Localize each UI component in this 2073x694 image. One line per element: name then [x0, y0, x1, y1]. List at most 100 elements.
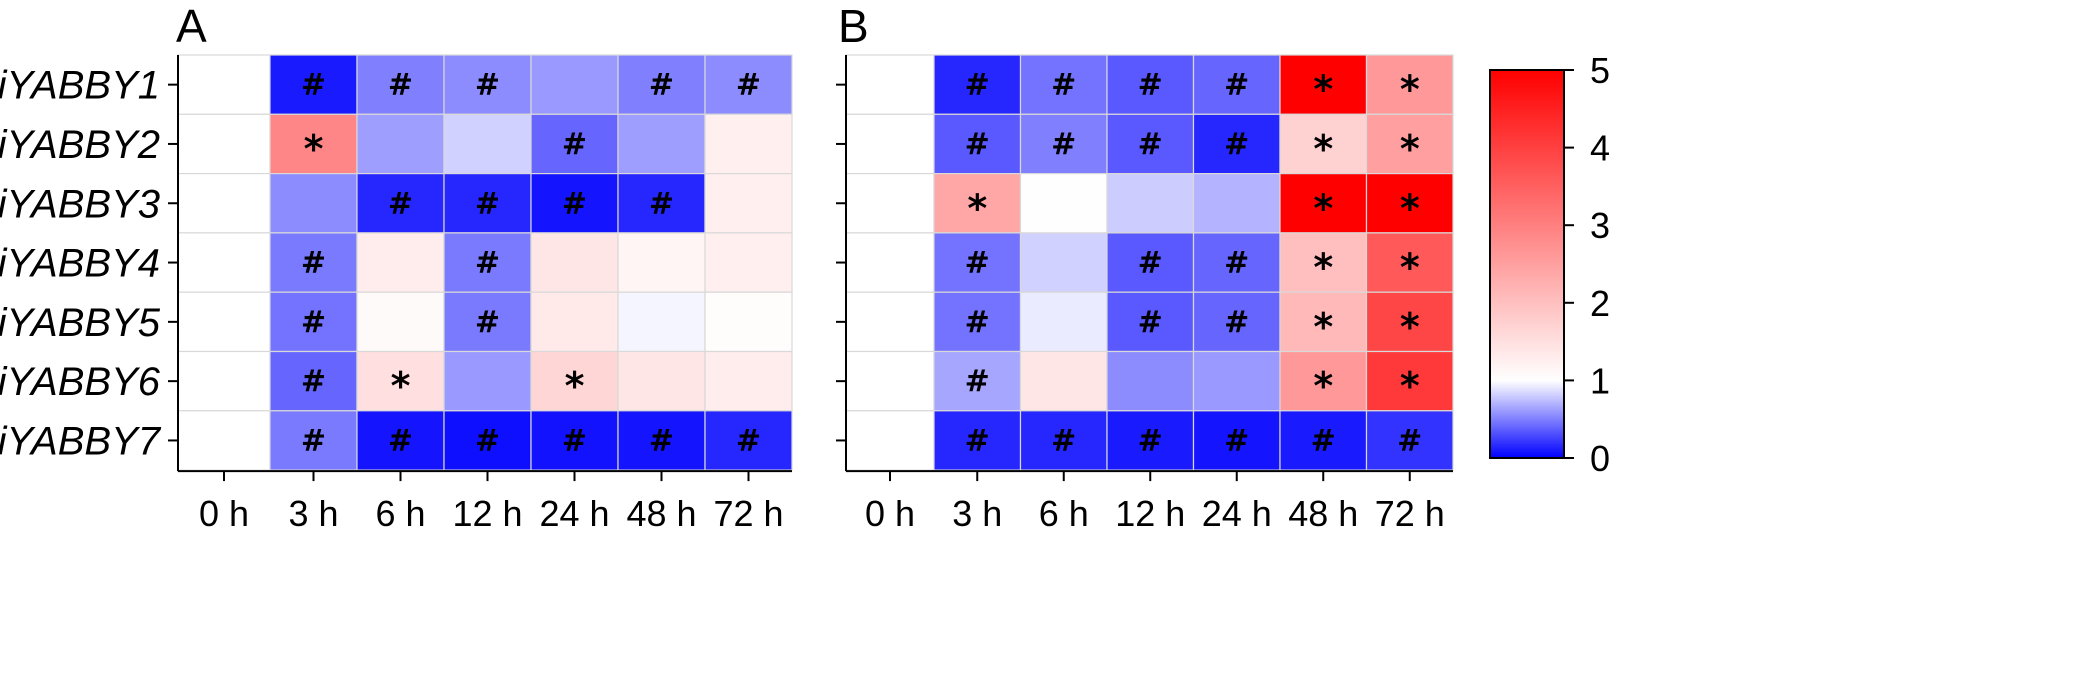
heatmap-cell-a-4-0	[177, 291, 271, 353]
significance-mark-a-0-3: #	[475, 68, 500, 103]
heatmap-cell-a-1-1	[269, 113, 358, 175]
heatmap-cell-a-2-6	[704, 173, 793, 234]
heatmap-cell-a-0-4	[530, 54, 619, 115]
significance-mark-b-4-3: #	[1138, 305, 1163, 340]
heatmap-cell-b-6-5	[1279, 410, 1368, 471]
significance-mark-b-6-4: #	[1224, 423, 1249, 458]
heatmap-cell-a-3-4	[530, 232, 619, 293]
significance-mark-b-4-5: *	[1313, 305, 1333, 349]
significance-mark-a-2-2: #	[388, 186, 413, 221]
significance-mark-b-3-5: *	[1313, 246, 1333, 290]
significance-mark-a-6-5: #	[649, 423, 674, 458]
heatmap-cell-a-5-3	[443, 350, 532, 412]
significance-mark-b-6-2: #	[1051, 423, 1076, 458]
time-label: 6 h	[1039, 493, 1089, 534]
significance-mark-b-1-2: #	[1051, 127, 1076, 162]
heatmap-cell-b-3-4	[1192, 232, 1281, 293]
significance-mark-b-6-1: #	[965, 423, 990, 458]
heatmap-cell-a-6-3	[443, 410, 532, 471]
significance-mark-a-1-1: *	[304, 127, 324, 171]
significance-mark-a-6-1: #	[301, 423, 326, 458]
heatmap-cell-a-5-2	[356, 350, 445, 412]
time-label: 0 h	[199, 493, 249, 534]
significance-mark-a-0-6: #	[736, 68, 761, 103]
heatmap-cell-a-2-4	[530, 173, 619, 234]
significance-mark-b-0-6: *	[1400, 68, 1420, 112]
significance-mark-b-1-4: #	[1224, 127, 1249, 162]
heatmap-cell-a-6-4	[530, 410, 619, 471]
significance-mark-a-3-1: #	[301, 246, 326, 281]
heatmap-cell-b-5-4	[1192, 350, 1281, 412]
heatmap-cell-a-5-4	[530, 350, 619, 412]
heatmap-cell-a-0-2	[356, 54, 445, 115]
color-scale-bar: 0 1 2 3 4 5	[1489, 50, 1610, 479]
heatmap-cell-a-2-1	[269, 173, 358, 234]
significance-mark-a-5-1: #	[301, 364, 326, 399]
significance-mark-b-6-6: #	[1397, 423, 1422, 458]
significance-mark-b-3-6: *	[1400, 246, 1420, 290]
significance-mark-b-0-4: #	[1224, 68, 1249, 103]
significance-mark-b-5-1: #	[965, 364, 990, 399]
significance-mark-a-4-1: #	[301, 305, 326, 340]
significance-mark-a-3-3: #	[475, 246, 500, 281]
color-scale-tick-label: 5	[1590, 50, 1610, 91]
heatmap-cell-b-2-0	[845, 173, 935, 234]
heatmap-cell-b-6-0	[845, 410, 935, 471]
heatmap-cell-a-3-1	[269, 232, 358, 293]
panel-label-b: B	[838, 0, 869, 52]
significance-mark-b-0-5: *	[1313, 68, 1333, 112]
significance-mark-a-2-5: #	[649, 186, 674, 221]
heatmap-cell-a-1-0	[177, 113, 271, 175]
time-label: 24 h	[539, 493, 609, 534]
heatmap-cell-b-3-3	[1106, 232, 1195, 293]
significance-mark-b-4-1: #	[965, 305, 990, 340]
significance-mark-a-0-2: #	[388, 68, 413, 103]
heatmap-cell-a-6-2	[356, 410, 445, 471]
heatmap-cell-a-3-6	[704, 232, 793, 293]
heatmap-cell-b-0-0	[845, 54, 935, 115]
heatmap-cell-a-4-6	[704, 291, 793, 353]
heatmap-cell-b-6-1	[933, 410, 1022, 471]
gene-label: MiYABBY6	[0, 360, 161, 404]
significance-mark-a-5-2: *	[391, 364, 411, 408]
significance-mark-b-5-5: *	[1313, 364, 1333, 408]
heatmap-cell-a-6-0	[177, 410, 271, 471]
heatmap-cell-b-4-2	[1019, 291, 1108, 353]
heatmap-cell-b-3-5	[1279, 232, 1368, 293]
heatmap-cell-b-1-6	[1365, 113, 1454, 175]
color-scale-tick-label: 4	[1590, 128, 1610, 169]
heatmap-cell-a-4-2	[356, 291, 445, 353]
significance-mark-b-2-5: *	[1313, 186, 1333, 230]
significance-mark-a-4-3: #	[475, 305, 500, 340]
heatmap-cell-a-0-3	[443, 54, 532, 115]
significance-mark-b-3-1: #	[965, 246, 990, 281]
heatmap-cell-b-5-5	[1279, 350, 1368, 412]
significance-mark-b-2-1: *	[967, 186, 987, 230]
heatmap-cell-b-5-6	[1365, 350, 1454, 412]
heatmap-cell-a-5-6	[704, 350, 793, 412]
time-label: 3 h	[952, 493, 1002, 534]
gene-label: MiYABBY7	[0, 419, 162, 463]
heatmap-cell-a-2-0	[177, 173, 271, 234]
heatmap-cell-a-1-2	[356, 113, 445, 175]
significance-mark-b-6-3: #	[1138, 423, 1163, 458]
heatmap-cell-b-2-2	[1019, 173, 1108, 234]
time-label: 48 h	[1288, 493, 1358, 534]
heatmap-cell-b-3-1	[933, 232, 1022, 293]
time-label: 12 h	[1115, 493, 1185, 534]
heatmap-cell-b-0-3	[1106, 54, 1195, 115]
gene-label: MiYABBY4	[0, 242, 160, 286]
heatmap-cell-a-5-1	[269, 350, 358, 412]
significance-mark-a-5-4: *	[565, 364, 585, 408]
heatmap-cell-a-5-0	[177, 350, 271, 412]
significance-mark-b-0-2: #	[1051, 68, 1076, 103]
heatmap-cell-a-5-5	[617, 350, 706, 412]
heatmap-cell-a-0-1	[269, 54, 358, 115]
significance-mark-b-2-6: *	[1400, 186, 1420, 230]
heatmap-cell-b-5-2	[1019, 350, 1108, 412]
heatmap-cell-a-1-5	[617, 113, 706, 175]
heatmap-cell-a-4-5	[617, 291, 706, 353]
heatmap-cell-b-2-3	[1106, 173, 1195, 234]
time-label: 48 h	[626, 493, 696, 534]
